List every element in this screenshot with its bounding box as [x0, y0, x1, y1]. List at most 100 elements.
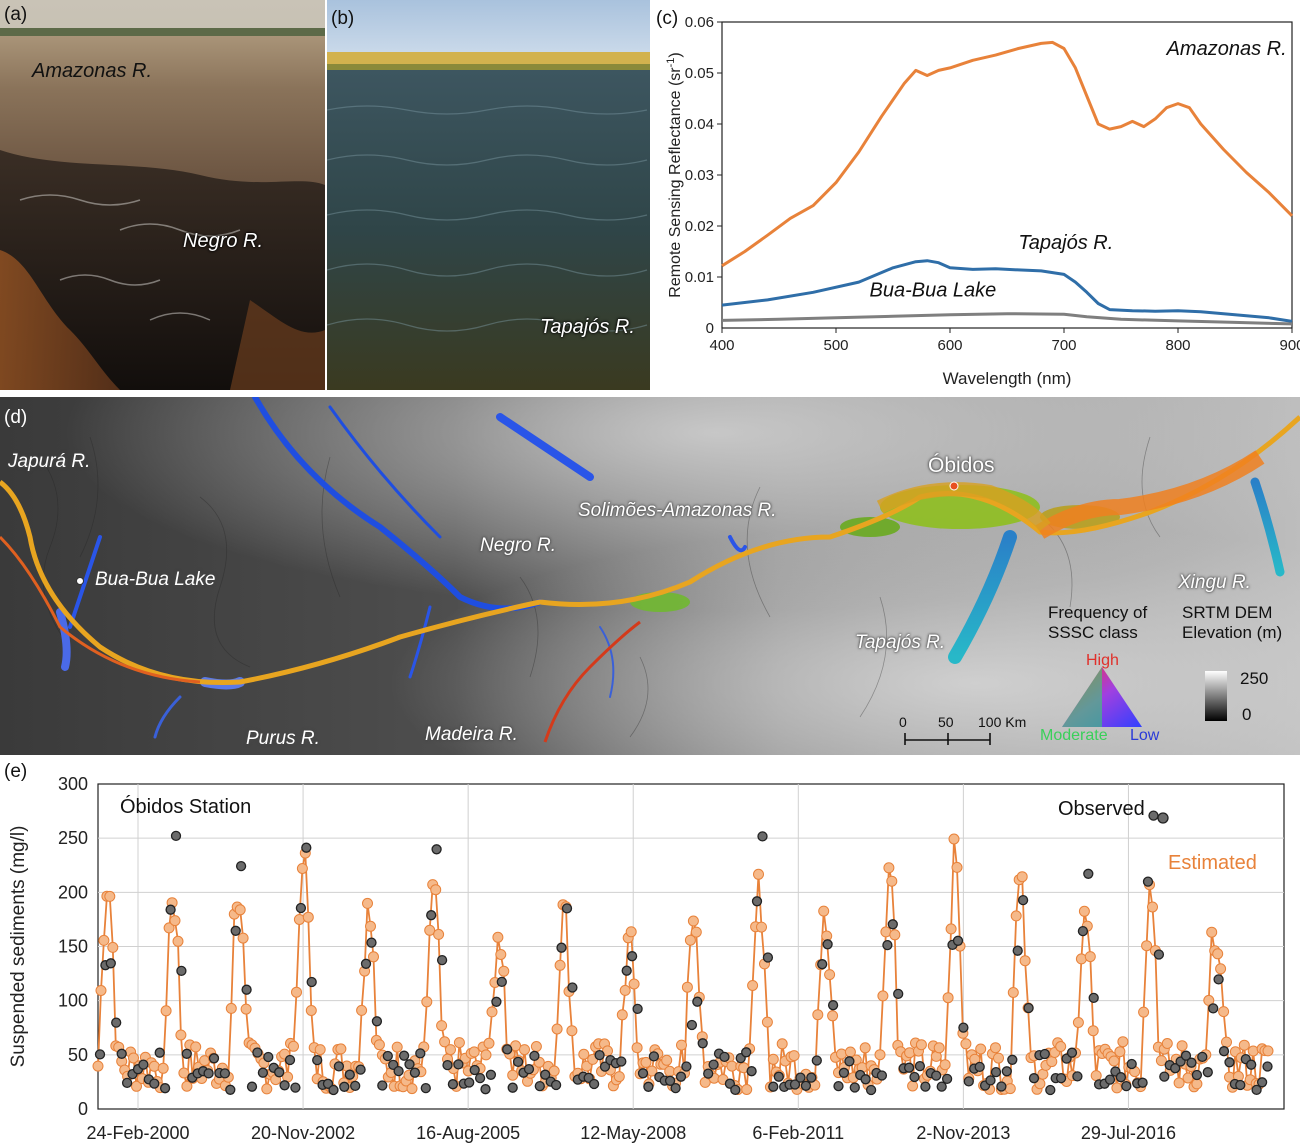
estimated-point	[433, 928, 445, 940]
estimated-point	[365, 920, 376, 932]
observed-point	[442, 1059, 453, 1071]
observed-point	[1121, 1080, 1132, 1092]
estimated-point	[767, 1053, 779, 1065]
observed-point	[339, 1081, 350, 1092]
observed-point	[594, 1049, 605, 1061]
panel-d-label: (d)	[4, 407, 28, 428]
estimated-point	[104, 890, 116, 902]
observed-point	[865, 1084, 877, 1096]
observed-point	[708, 1059, 719, 1070]
observed-point	[963, 1076, 974, 1087]
series-label-0: Amazonas R.	[1166, 38, 1287, 60]
estimated-point	[1055, 1041, 1067, 1052]
legend-moderate: Moderate	[1040, 727, 1108, 744]
estimated-point	[631, 1042, 643, 1054]
observed-point	[1213, 974, 1224, 985]
estimated-point	[1176, 1040, 1188, 1052]
observed-point	[1153, 949, 1165, 960]
observed-point	[741, 1047, 752, 1058]
y-tick-label: 300	[58, 774, 88, 794]
estimated-point	[676, 1039, 687, 1051]
y-tick-label: 0.03	[685, 167, 714, 184]
estimated-point	[812, 1009, 824, 1021]
x-tick-label: 2-Nov-2013	[916, 1123, 1010, 1143]
xingu-label: Xingu R.	[1178, 572, 1251, 593]
series-line-1	[721, 259, 1293, 323]
observed-point	[1072, 1071, 1083, 1082]
observed-point	[751, 896, 763, 907]
observed-point	[1208, 1003, 1219, 1014]
observed-point	[703, 1068, 714, 1079]
observed-point	[887, 919, 898, 930]
estimated-point	[904, 1047, 916, 1059]
x-tick-label: 12-May-2008	[580, 1123, 686, 1143]
estimated-point	[519, 1044, 530, 1056]
estimated-point	[1206, 926, 1218, 938]
solimoes-label: Solimões-Amazonas R.	[578, 500, 777, 521]
estimated-point	[681, 981, 693, 993]
observed-point	[393, 1065, 404, 1077]
observed-point	[773, 1071, 784, 1082]
scale-tick-0: 0	[899, 714, 907, 730]
observed-point	[230, 925, 241, 936]
observed-point	[1148, 810, 1159, 821]
estimated-point	[240, 1003, 252, 1015]
observed-point	[94, 1049, 106, 1060]
estimated-point	[1221, 1036, 1232, 1048]
estimated-point	[1203, 994, 1215, 1006]
photo-b	[327, 0, 650, 390]
estimated-point	[293, 914, 305, 925]
x-tick-label: 20-Nov-2002	[251, 1123, 355, 1143]
dem-title-line1: SRTM DEM	[1182, 603, 1273, 622]
estimated-point	[836, 1048, 847, 1060]
observed-point	[1251, 1084, 1262, 1096]
observed-point	[795, 1072, 806, 1083]
observed-point	[789, 1079, 801, 1090]
estimated-point	[190, 1041, 202, 1053]
observed-point	[833, 1080, 844, 1092]
estimated-point	[883, 862, 895, 874]
observed-point	[165, 904, 176, 915]
observed-point	[1197, 1051, 1208, 1063]
x-tick-label: 29-Jul-2016	[1081, 1123, 1176, 1143]
observed-point	[404, 1059, 415, 1070]
estimated-point	[406, 1083, 418, 1095]
estimated-point	[445, 1044, 456, 1056]
observed-point	[1028, 1073, 1040, 1084]
observed-point	[333, 1061, 345, 1072]
observed-point	[664, 1075, 676, 1086]
scale-bar	[904, 733, 991, 745]
obidos-label: Óbidos	[928, 454, 995, 477]
estimated-point	[886, 875, 898, 887]
observed-point	[730, 1084, 741, 1096]
estimated-point	[107, 941, 119, 953]
estimated-point	[1161, 1038, 1173, 1049]
observed-point	[882, 939, 893, 951]
estimated-point	[776, 1038, 788, 1050]
bua-bua-label: Bua-Bua Lake	[95, 569, 216, 590]
observed-point	[893, 988, 904, 1000]
estimated-point	[175, 1029, 187, 1041]
purus-label: Purus R.	[246, 728, 320, 749]
estimated-point	[1212, 948, 1224, 960]
observed-point	[719, 1051, 730, 1063]
observed-point	[1055, 1072, 1067, 1084]
observed-point	[746, 1066, 757, 1077]
observed-point	[1202, 1067, 1213, 1078]
x-tick-label: 700	[1051, 337, 1076, 354]
freq-title-line1: Frequency of	[1048, 603, 1148, 622]
series-line-2	[721, 312, 1293, 326]
photo-a	[0, 0, 325, 390]
observed-point	[1137, 1077, 1148, 1088]
observed-point	[225, 1084, 236, 1095]
observed-point	[648, 1051, 660, 1062]
y-tick-label: 0	[706, 320, 714, 337]
photo-a-panel: (a) Amazonas R. Negro R.	[0, 0, 325, 390]
dem-min-label: 0	[1242, 705, 1252, 724]
reflectance-chart-panel: (c) 0 0.01 0.02 0.03 0.04 0.05 0.06 400 500 600 70…	[652, 0, 1300, 392]
observed-point	[382, 1050, 393, 1062]
observed-point	[1115, 1072, 1127, 1083]
y-axis-label: Suspended sediments (mg/l)	[8, 826, 29, 1068]
estimated-point	[335, 1043, 347, 1055]
observed-point	[523, 1063, 535, 1075]
